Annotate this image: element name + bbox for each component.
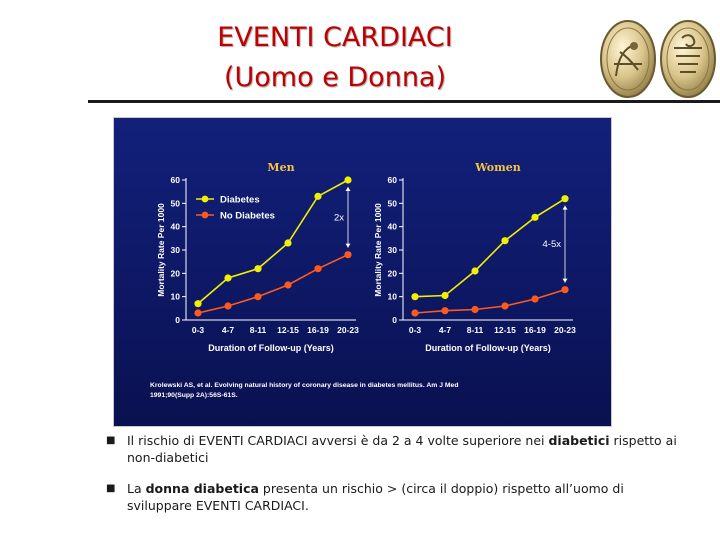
chart2-x-axis-label: Duration of Follow-up (Years)	[425, 343, 551, 353]
chart1-series-no-diabetes-point	[314, 265, 322, 273]
chart1-series-no-diabetes-line	[197, 253, 349, 314]
chart2-y-tick-label: 30	[388, 245, 398, 255]
chart1-legend-label: Diabetes	[220, 195, 260, 206]
mortality-charts: Men 0 10 20 30 40 50 60 0-3 4-7 8-11 12-15 16-19 20-2…	[150, 161, 576, 399]
slide-title: EVENTI CARDIACI	[217, 22, 453, 53]
chart2-title: Women	[474, 161, 520, 174]
chart1-y-tick-label: 60	[171, 175, 181, 185]
chart1-x-tick-label: 4-7	[222, 325, 235, 335]
chart2-y-axis-label: Mortality Rate Per 1000	[373, 203, 383, 297]
chart1-y-tick-label: 40	[171, 222, 181, 232]
slide-subtitle: (Uomo e Donna)	[223, 62, 447, 93]
chart1-x-tick-label: 12-15	[277, 325, 299, 335]
chart2-annotation-arrowhead-up	[562, 205, 568, 210]
chart1-y-tick-label: 50	[171, 198, 181, 208]
chart1-x-tick-label: 0-3	[192, 325, 205, 335]
chart2-x-tick-label: 12-15	[494, 325, 516, 335]
chart2-x-tick-label: 4-7	[439, 325, 452, 335]
citation-line-2: 1991;90(Supp 2A):56S-61S.	[150, 392, 238, 399]
chart1-y-tick-label: 20	[171, 268, 181, 278]
chart1-series-no-diabetes-point	[254, 293, 262, 301]
chart1-y-tick-label: 30	[171, 245, 181, 255]
bullet-text-2: La donna diabetica presenta un rischio >…	[127, 481, 624, 513]
chart1-annotation-arrowhead-up	[345, 187, 351, 191]
chart2-series-diabetes-point	[411, 293, 419, 301]
chart1-series-diabetes-point	[314, 192, 322, 200]
chart1-x-tick-label: 8-11	[250, 325, 267, 335]
chart1-annotation-label: 2x	[334, 212, 344, 223]
mortality-figure: Men 0 10 20 30 40 50 60 0-3 4-7 8-11 12-15 16-19 20-2…	[113, 117, 612, 427]
chart2-y-tick-label: 20	[388, 268, 398, 278]
chart2-x-tick-label: 8-11	[467, 325, 484, 335]
chart1-series-no-diabetes-point	[284, 281, 292, 289]
chart1-legend-marker	[201, 195, 209, 203]
chart2-y-tick-label: 0	[392, 315, 397, 325]
chart1-x-tick-label: 16-19	[307, 325, 329, 335]
chart1-y-tick-label: 0	[175, 315, 180, 325]
chart1-y-axis-label: Mortality Rate Per 1000	[156, 203, 166, 297]
chart2-y-tick-label: 50	[388, 198, 398, 208]
chart2-x-tick-label: 16-19	[524, 325, 546, 335]
chart1-title: Men	[267, 161, 294, 174]
chart2-series-diabetes-point	[501, 237, 509, 245]
chart1-series-diabetes-point	[194, 300, 202, 308]
chart2-y-tick-label: 60	[388, 175, 398, 185]
chart2-series-diabetes-point	[441, 291, 449, 300]
chart2-annotation-label: 4-5x	[543, 239, 562, 250]
square-bullet-icon: ■	[106, 483, 116, 494]
chart2-x-tick-label: 0-3	[409, 325, 422, 335]
chart2-series-no-diabetes-point	[531, 295, 539, 303]
chart1-series-diabetes-point	[254, 265, 262, 273]
citation-line-1: Krolewski AS, et al. Evolving natural hi…	[150, 382, 458, 389]
chart2-series-diabetes-point	[561, 195, 569, 203]
bullet-text-1: Il rischio di EVENTI CARDIACI avversi è …	[127, 433, 677, 465]
chart1-x-axis-label: Duration of Follow-up (Years)	[208, 343, 334, 353]
title-divider	[88, 100, 720, 103]
chart1-y-tick-label: 10	[171, 292, 181, 302]
chart1-series-diabetes-line	[197, 179, 349, 305]
chart1-legend-marker	[201, 211, 209, 219]
chart2-series-no-diabetes-point	[441, 307, 449, 315]
chart2-series-no-diabetes-point	[561, 286, 569, 294]
chart2-y-tick-label: 40	[388, 222, 398, 232]
chart1-annotation-arrowhead-down	[345, 243, 351, 248]
chart1-legend-label: No Diabetes	[220, 211, 275, 222]
chart2-series-no-diabetes-point	[411, 309, 419, 317]
chart2-series-diabetes-point	[531, 213, 539, 221]
chart1-series-diabetes-point	[344, 176, 352, 184]
square-bullet-icon: ■	[106, 435, 116, 446]
chart1-series-diabetes-point	[284, 239, 292, 247]
chart2-series-no-diabetes-point	[471, 305, 479, 314]
chart2-series-no-diabetes-line	[414, 288, 566, 314]
chart1-series-no-diabetes-point	[194, 309, 202, 317]
chart2-y-tick-label: 10	[388, 292, 398, 302]
chart2-annotation-arrowhead-down	[562, 278, 568, 283]
chart2-x-tick-label: 20-23	[554, 325, 576, 335]
chart2-series-diabetes-line	[414, 197, 566, 298]
chart1-series-no-diabetes-point	[224, 302, 232, 310]
chart2-series-no-diabetes-point	[501, 302, 509, 310]
chart1-series-no-diabetes-point	[344, 251, 352, 259]
chart1-x-tick-label: 20-23	[337, 325, 359, 335]
chart2-series-diabetes-point	[471, 267, 479, 275]
chart1-series-diabetes-point	[224, 274, 232, 282]
medallion-coins-icon	[600, 20, 716, 98]
